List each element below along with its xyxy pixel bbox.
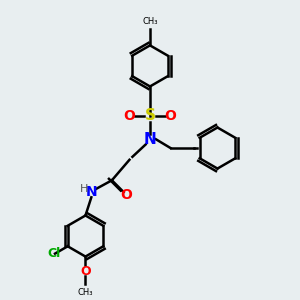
Text: N: N xyxy=(85,185,97,199)
Text: O: O xyxy=(121,188,133,202)
Text: Cl: Cl xyxy=(47,247,60,260)
Text: O: O xyxy=(165,109,176,123)
Text: O: O xyxy=(80,265,91,278)
Text: S: S xyxy=(145,108,155,123)
Text: H: H xyxy=(80,184,88,194)
Text: O: O xyxy=(124,109,135,123)
Text: CH₃: CH₃ xyxy=(142,17,158,26)
Text: CH₃: CH₃ xyxy=(78,288,93,297)
Text: N: N xyxy=(144,132,156,147)
